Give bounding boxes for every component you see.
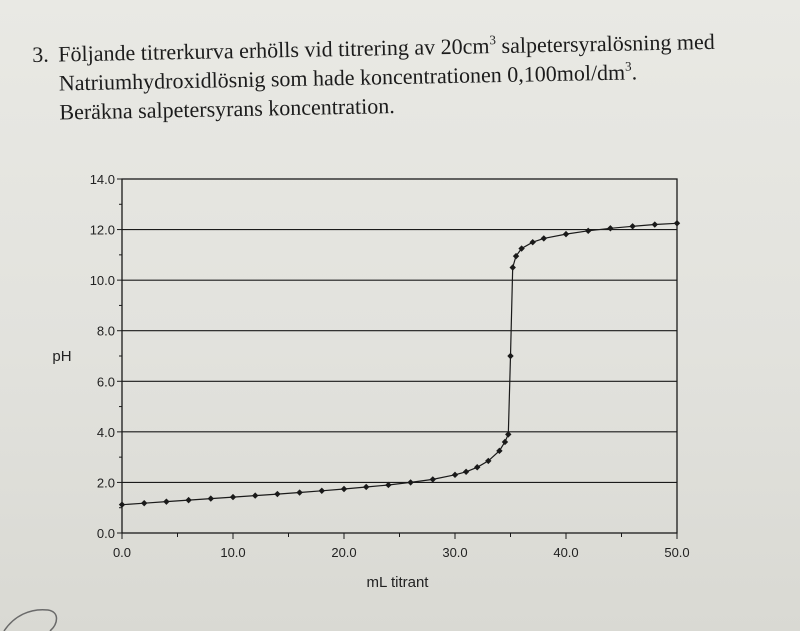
- data-point: [507, 352, 514, 360]
- data-point: [540, 235, 547, 242]
- data-point: [318, 487, 325, 494]
- y-tick-label: 14.0: [90, 172, 115, 187]
- data-point: [185, 496, 192, 504]
- data-point: [451, 471, 459, 479]
- data-point: [118, 501, 126, 508]
- data-point: [141, 499, 148, 507]
- x-tick-label: 0.0: [113, 545, 131, 560]
- x-tick-label: 10.0: [220, 545, 245, 560]
- data-point: [585, 227, 592, 235]
- axes: [117, 178, 678, 539]
- data-point: [518, 245, 525, 252]
- data-point: [229, 493, 237, 501]
- y-axis-label: pH: [52, 348, 71, 365]
- data-point: [385, 481, 392, 489]
- data-point: [509, 264, 516, 271]
- x-tick-label: 40.0: [553, 545, 578, 560]
- data-point: [252, 492, 259, 499]
- data-point: [529, 239, 536, 246]
- data-point: [651, 221, 658, 228]
- data-point: [629, 223, 636, 230]
- pen-scribble: [3, 608, 58, 631]
- data-point: [429, 476, 436, 483]
- x-axis-label: mL titrant: [367, 574, 430, 591]
- data-point: [296, 489, 303, 496]
- data-series: [118, 220, 681, 508]
- data-point: [505, 431, 512, 438]
- data-point: [474, 464, 481, 471]
- data-point: [496, 447, 503, 455]
- y-tick-label: 10.0: [90, 273, 115, 288]
- data-point: [562, 230, 570, 238]
- data-point: [607, 225, 614, 232]
- data-point: [673, 220, 681, 227]
- x-tick-label: 20.0: [331, 545, 356, 560]
- tick-labels: 0.0 2.0 4.0 6.0 8.0 10.0 12.0 14.0 0.0 10.0 20.0 30…: [90, 172, 690, 560]
- x-tick-label: 30.0: [442, 545, 467, 560]
- data-point: [501, 438, 509, 446]
- data-point: [462, 468, 470, 476]
- data-point: [485, 457, 492, 465]
- y-tick-label: 2.0: [97, 475, 115, 490]
- data-point: [363, 483, 370, 491]
- data-point: [163, 498, 170, 505]
- data-point: [407, 479, 414, 486]
- data-point: [512, 252, 520, 260]
- y-tick-label: 6.0: [97, 374, 115, 389]
- y-tick-label: 0.0: [97, 526, 115, 541]
- y-tick-label: 12.0: [90, 223, 115, 238]
- y-tick-label: 4.0: [97, 425, 115, 440]
- data-point: [340, 485, 348, 493]
- series-line: [121, 222, 678, 506]
- data-point: [207, 495, 214, 502]
- plot-frame: [121, 178, 678, 534]
- gridlines: [122, 178, 677, 534]
- x-tick-label: 50.0: [664, 545, 689, 560]
- y-tick-label: 8.0: [97, 324, 115, 339]
- data-point: [274, 490, 281, 498]
